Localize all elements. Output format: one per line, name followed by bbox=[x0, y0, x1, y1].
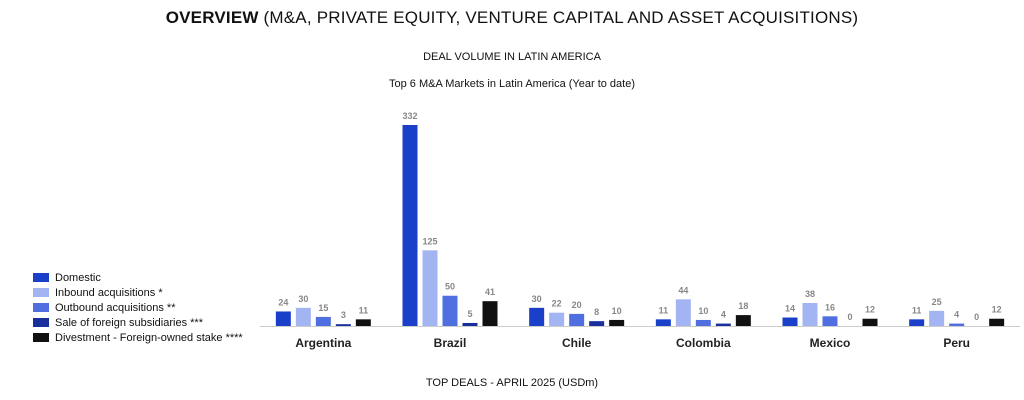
value-label-colombia-series-3: 4 bbox=[721, 310, 726, 320]
bar-peru-series-0 bbox=[909, 319, 925, 326]
bar-brazil-series-2 bbox=[442, 295, 458, 326]
value-label-argentina-series-0: 24 bbox=[278, 297, 288, 307]
value-label-peru-series-4: 12 bbox=[992, 305, 1002, 315]
value-label-chile-series-3: 8 bbox=[594, 307, 599, 317]
value-label-colombia-series-4: 18 bbox=[738, 301, 748, 311]
chart-legend: Domestic Inbound acquisitions * Outbound… bbox=[33, 270, 243, 345]
title-bold: OVERVIEW bbox=[165, 8, 259, 27]
legend-item-divestment: Divestment - Foreign-owned stake **** bbox=[33, 330, 243, 345]
value-label-peru-series-1: 25 bbox=[932, 297, 942, 307]
legend-item-domestic: Domestic bbox=[33, 270, 243, 285]
value-label-colombia-series-1: 44 bbox=[678, 285, 688, 295]
bar-brazil-series-1 bbox=[422, 250, 438, 326]
bar-argentina-series-0 bbox=[275, 311, 291, 326]
value-label-colombia-series-0: 11 bbox=[659, 305, 669, 315]
bar-argentina-series-3 bbox=[335, 324, 351, 326]
legend-swatch-outbound bbox=[33, 303, 49, 312]
legend-label-domestic: Domestic bbox=[55, 271, 101, 284]
legend-swatch-divestment bbox=[33, 333, 49, 342]
value-label-chile-series-1: 22 bbox=[552, 299, 562, 309]
legend-swatch-inbound bbox=[33, 288, 49, 297]
category-label-brazil: Brazil bbox=[434, 336, 467, 350]
bar-colombia-series-2 bbox=[695, 319, 711, 326]
legend-label-inbound: Inbound acquisitions * bbox=[55, 286, 163, 299]
bar-chile-series-4 bbox=[609, 319, 625, 326]
value-label-mexico-series-0: 14 bbox=[785, 304, 795, 314]
value-label-chile-series-2: 20 bbox=[572, 300, 582, 310]
bar-brazil-series-4 bbox=[482, 301, 498, 326]
value-label-chile-series-0: 30 bbox=[532, 294, 542, 304]
bar-mexico-series-1 bbox=[802, 302, 818, 326]
bar-mexico-series-0 bbox=[782, 317, 798, 326]
category-label-chile: Chile bbox=[562, 336, 592, 350]
value-label-peru-series-3: 0 bbox=[974, 312, 979, 322]
bar-peru-series-4 bbox=[989, 318, 1005, 326]
top-deals-heading: TOP DEALS - APRIL 2025 (USDm) bbox=[425, 377, 599, 389]
title-rest: (M&A, PRIVATE EQUITY, VENTURE CAPITAL AN… bbox=[258, 8, 859, 27]
legend-item-inbound: Inbound acquisitions * bbox=[33, 285, 243, 300]
legend-label-divestment: Divestment - Foreign-owned stake **** bbox=[55, 331, 243, 344]
bar-chile-series-2 bbox=[569, 313, 585, 326]
page-title: OVERVIEW (M&A, PRIVATE EQUITY, VENTURE C… bbox=[0, 8, 1024, 28]
value-label-brazil-series-2: 50 bbox=[445, 282, 455, 292]
legend-item-sale-foreign: Sale of foreign subsidiaries *** bbox=[33, 315, 243, 330]
bar-argentina-series-4 bbox=[355, 319, 371, 326]
value-label-peru-series-2: 4 bbox=[954, 310, 959, 320]
value-label-mexico-series-2: 16 bbox=[825, 302, 835, 312]
bar-peru-series-1 bbox=[929, 310, 945, 326]
value-label-argentina-series-3: 3 bbox=[341, 310, 346, 320]
bar-colombia-series-4 bbox=[735, 315, 751, 326]
bar-mexico-series-4 bbox=[862, 318, 878, 326]
bar-peru-series-2 bbox=[949, 323, 965, 326]
bar-chile-series-0 bbox=[529, 307, 545, 326]
bar-brazil-series-3 bbox=[462, 322, 478, 326]
value-label-argentina-series-1: 30 bbox=[298, 294, 308, 304]
legend-swatch-sale-foreign bbox=[33, 318, 49, 327]
category-label-peru: Peru bbox=[943, 336, 970, 350]
value-label-mexico-series-3: 0 bbox=[847, 312, 852, 322]
value-label-chile-series-4: 10 bbox=[612, 306, 622, 316]
category-label-mexico: Mexico bbox=[810, 336, 851, 350]
value-label-brazil-series-4: 41 bbox=[485, 287, 495, 297]
legend-label-sale-foreign: Sale of foreign subsidiaries *** bbox=[55, 316, 203, 329]
bar-colombia-series-0 bbox=[655, 319, 671, 326]
value-label-colombia-series-2: 10 bbox=[698, 306, 708, 316]
value-label-brazil-series-3: 5 bbox=[467, 309, 472, 319]
value-label-peru-series-0: 11 bbox=[912, 305, 922, 315]
category-label-colombia: Colombia bbox=[676, 336, 731, 350]
chart-title: Top 6 M&A Markets in Latin America (Year… bbox=[389, 78, 635, 90]
bar-argentina-series-1 bbox=[295, 307, 311, 326]
legend-item-outbound: Outbound acquisitions ** bbox=[33, 300, 243, 315]
bar-chile-series-3 bbox=[589, 321, 605, 326]
value-label-brazil-series-0: 332 bbox=[402, 111, 417, 121]
bar-colombia-series-1 bbox=[675, 299, 691, 326]
bar-argentina-series-2 bbox=[315, 316, 331, 326]
legend-label-outbound: Outbound acquisitions ** bbox=[55, 301, 176, 314]
value-label-mexico-series-1: 38 bbox=[805, 289, 815, 299]
value-label-argentina-series-2: 15 bbox=[318, 303, 328, 313]
category-label-argentina: Argentina bbox=[295, 336, 351, 350]
bar-mexico-series-2 bbox=[822, 316, 838, 326]
legend-swatch-domestic bbox=[33, 273, 49, 282]
section-subtitle: DEAL VOLUME IN LATIN AMERICA bbox=[423, 51, 601, 63]
bar-colombia-series-3 bbox=[715, 323, 731, 326]
value-label-argentina-series-4: 11 bbox=[359, 305, 369, 315]
value-label-mexico-series-4: 12 bbox=[865, 305, 875, 315]
bar-brazil-series-0 bbox=[402, 125, 418, 326]
bar-chile-series-1 bbox=[549, 312, 565, 326]
value-label-brazil-series-1: 125 bbox=[422, 236, 437, 246]
